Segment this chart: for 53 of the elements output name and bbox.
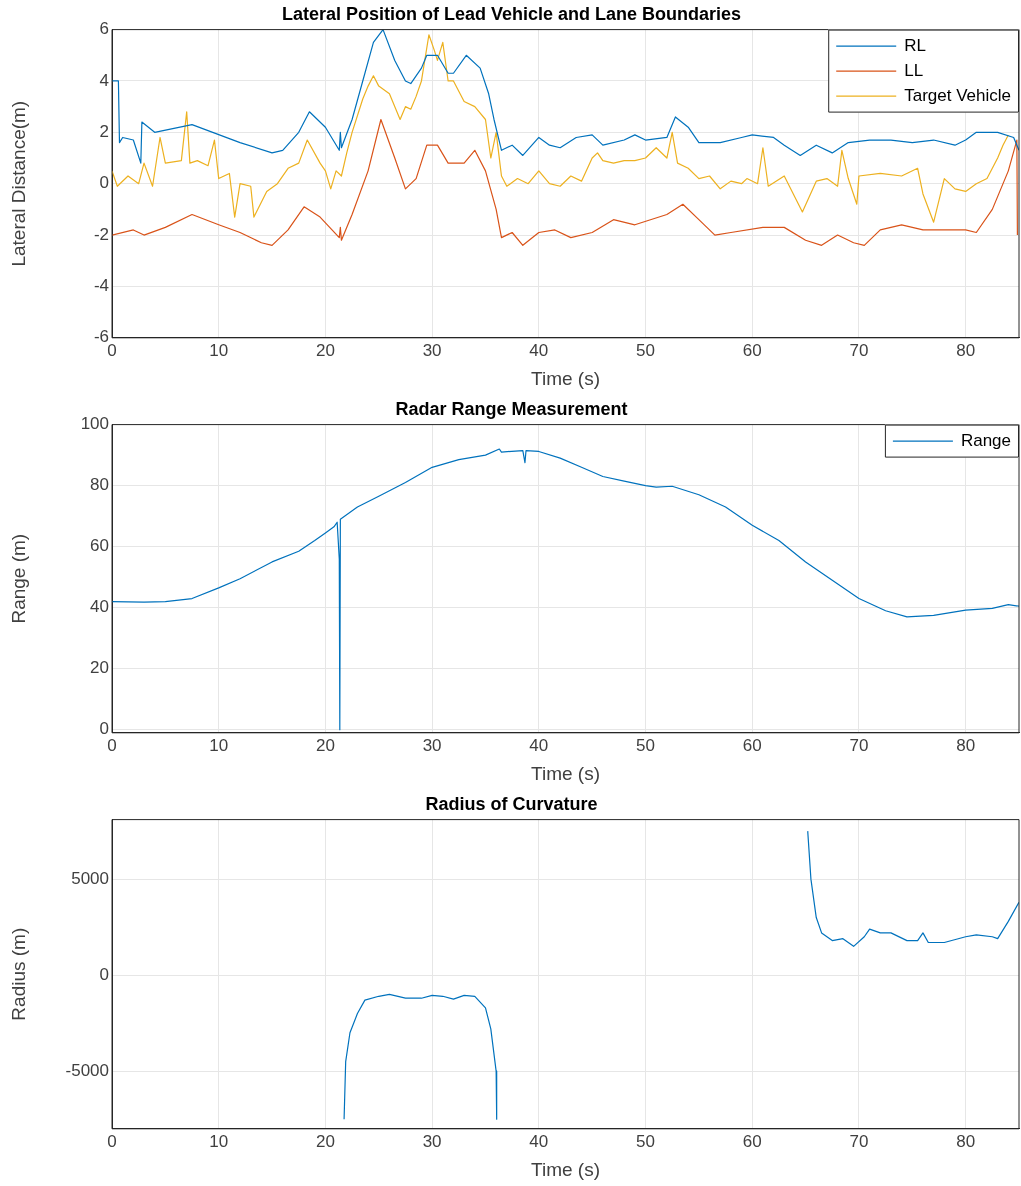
legend-label: Target Vehicle [904,85,1012,105]
legend-label: Range [960,430,1012,450]
x-tick-label: 50 [636,340,655,360]
y-axis-title: Range (m) [7,533,29,624]
y-tick-label: 100 [80,414,109,434]
x-tick-label: 20 [315,340,335,360]
x-tick-label: 40 [529,1131,549,1151]
y-tick-label: 4 [99,70,109,90]
y-tick-label: 60 [90,536,109,556]
x-tick-label: 60 [742,340,762,360]
x-tick-label: 70 [849,1131,869,1151]
x-tick-label: 40 [529,735,549,755]
x-tick-label: 10 [209,1131,229,1151]
y-tick-label: -5000 [65,1060,109,1080]
x-tick-label: 80 [956,735,976,755]
x-tick-label: 30 [422,340,442,360]
x-tick-label: 80 [956,340,976,360]
y-tick-label: 20 [90,658,109,678]
x-axis-title: Time (s) [531,762,600,784]
y-tick-label: -2 [93,224,109,244]
y-tick-label: 0 [99,173,109,193]
chart-title: Radar Range Measurement [395,398,628,419]
x-axis-title: Time (s) [531,367,600,389]
y-tick-label: 6 [99,19,109,39]
x-tick-label: 60 [742,1131,762,1151]
y-tick-label: 40 [90,597,109,617]
x-tick-label: 30 [422,1131,442,1151]
y-axis-title: Radius (m) [7,927,29,1021]
x-axis-title: Time (s) [531,1158,600,1180]
y-tick-label: 0 [99,719,109,739]
x-tick-label: 70 [849,735,869,755]
x-tick-label: 10 [209,735,229,755]
x-tick-label: 20 [315,1131,335,1151]
x-tick-label: 50 [636,735,655,755]
x-tick-label: 70 [849,340,869,360]
x-tick-label: 50 [636,1131,655,1151]
legend-label: LL [904,60,924,80]
x-tick-label: 60 [742,735,762,755]
y-tick-label: 80 [90,475,109,495]
y-tick-label: 2 [99,122,109,142]
x-tick-label: 20 [315,735,335,755]
y-tick-label: 0 [99,964,109,984]
y-tick-label: -4 [93,276,109,296]
y-tick-label: 5000 [71,868,109,888]
x-tick-label: 30 [422,735,442,755]
legend-label: RL [904,35,926,55]
x-tick-label: 80 [956,1131,976,1151]
chart-title: Lateral Position of Lead Vehicle and Lane Boundaries [281,3,742,24]
chart-title: Radius of Curvature [425,793,598,814]
y-tick-label: -6 [93,327,109,347]
y-axis-title: Lateral Distance(m) [7,100,29,267]
x-tick-label: 40 [529,340,549,360]
x-tick-label: 10 [209,340,229,360]
